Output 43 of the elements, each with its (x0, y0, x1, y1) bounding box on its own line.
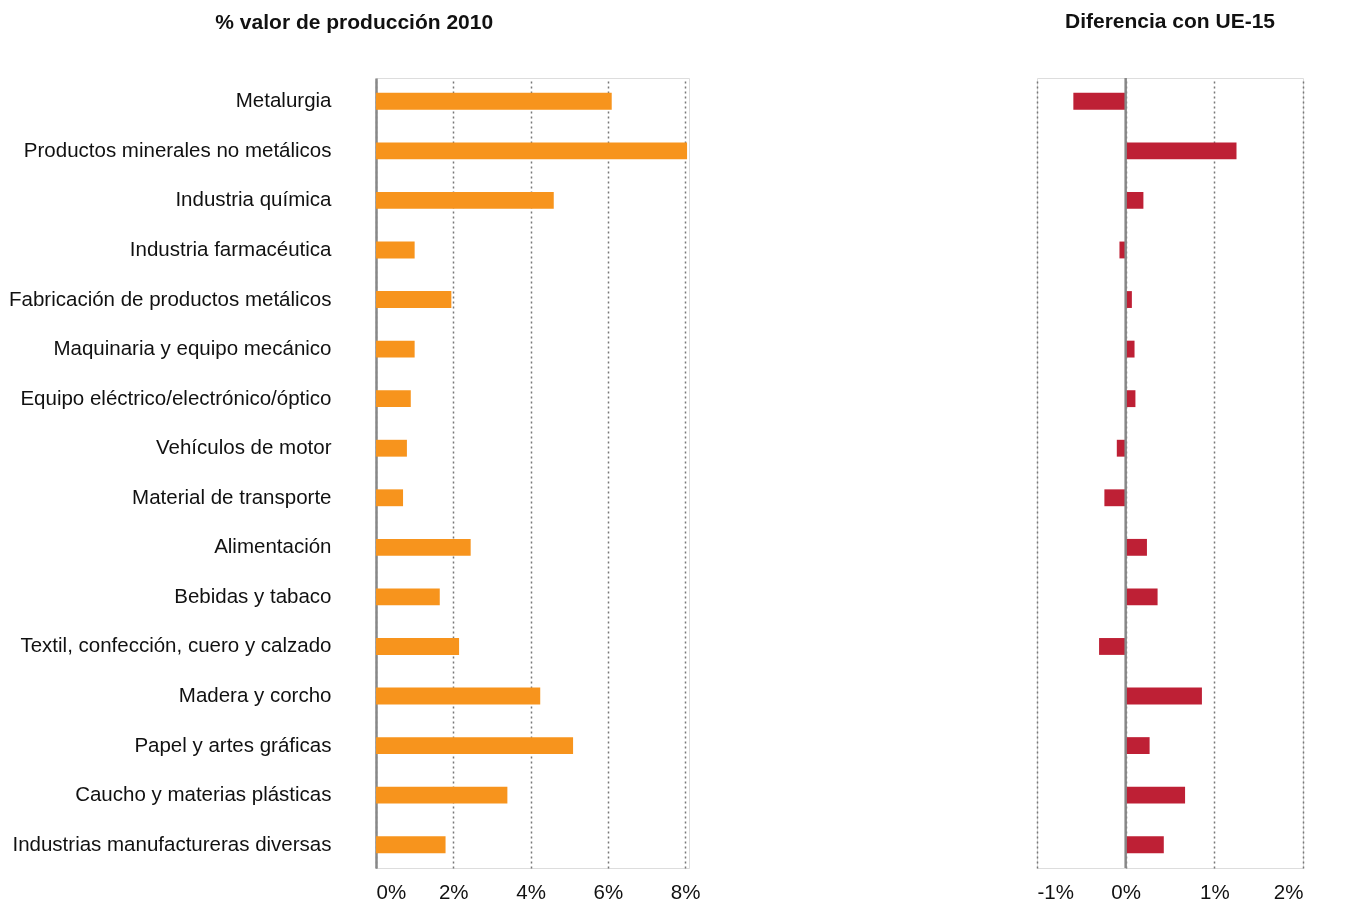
bar (376, 142, 688, 160)
bar (376, 638, 460, 655)
bar (376, 538, 471, 556)
bar (376, 737, 574, 755)
bar (376, 588, 440, 606)
bar (376, 439, 407, 457)
y-tick-label: Textil, confección, cuero y calzado (20, 633, 332, 657)
y-tick-label: Metalurgia (235, 88, 333, 112)
y-tick-label: Industria farmacéutica (129, 236, 333, 260)
y-tick-label: Industria química (175, 187, 333, 211)
chart-title: % valor de producción 2010 (215, 10, 494, 33)
y-tick-label: Vehículos de motor (156, 435, 332, 459)
x-tick-label: -1% (1037, 879, 1074, 903)
y-tick-label: Caucho y materias plásticas (75, 782, 332, 806)
x-tick-label: 2% (1273, 879, 1304, 903)
y-tick-label: Maquinaria y equipo mecánico (53, 336, 332, 360)
bar (376, 241, 415, 259)
x-tick-label: 0% (376, 879, 407, 903)
bar (376, 687, 541, 705)
x-tick-label: 6% (593, 879, 624, 903)
x-tick-label: 8% (670, 879, 701, 903)
bar (376, 92, 612, 110)
y-tick-label: Papel y artes gráficas (134, 732, 332, 756)
x-tick-label: 1% (1200, 879, 1230, 903)
x-tick-label: 2% (438, 879, 469, 903)
y-tick-label: Equipo eléctrico/electrónico/óptico (20, 385, 332, 409)
bar (376, 786, 508, 804)
bar (376, 390, 411, 408)
x-tick-label: 4% (516, 879, 546, 903)
bar (376, 836, 446, 854)
y-tick-label: Productos minerales no metálicos (23, 137, 332, 161)
bar (376, 191, 554, 209)
y-tick-label: Bebidas y tabaco (174, 583, 332, 607)
y-tick-label: Material de transporte (132, 484, 332, 508)
bar (376, 340, 415, 358)
chart-title: Diferencia con UE-15 (1064, 8, 1276, 32)
bar (376, 489, 404, 507)
bar (376, 291, 452, 308)
y-tick-label: Industrias manufactureras diversas (12, 831, 332, 855)
y-tick-label: Fabricación de productos metálicos (9, 286, 332, 310)
x-tick-label: 0% (1111, 879, 1141, 903)
y-tick-label: Madera y corcho (178, 683, 332, 707)
y-tick-label: Alimentación (214, 534, 332, 558)
